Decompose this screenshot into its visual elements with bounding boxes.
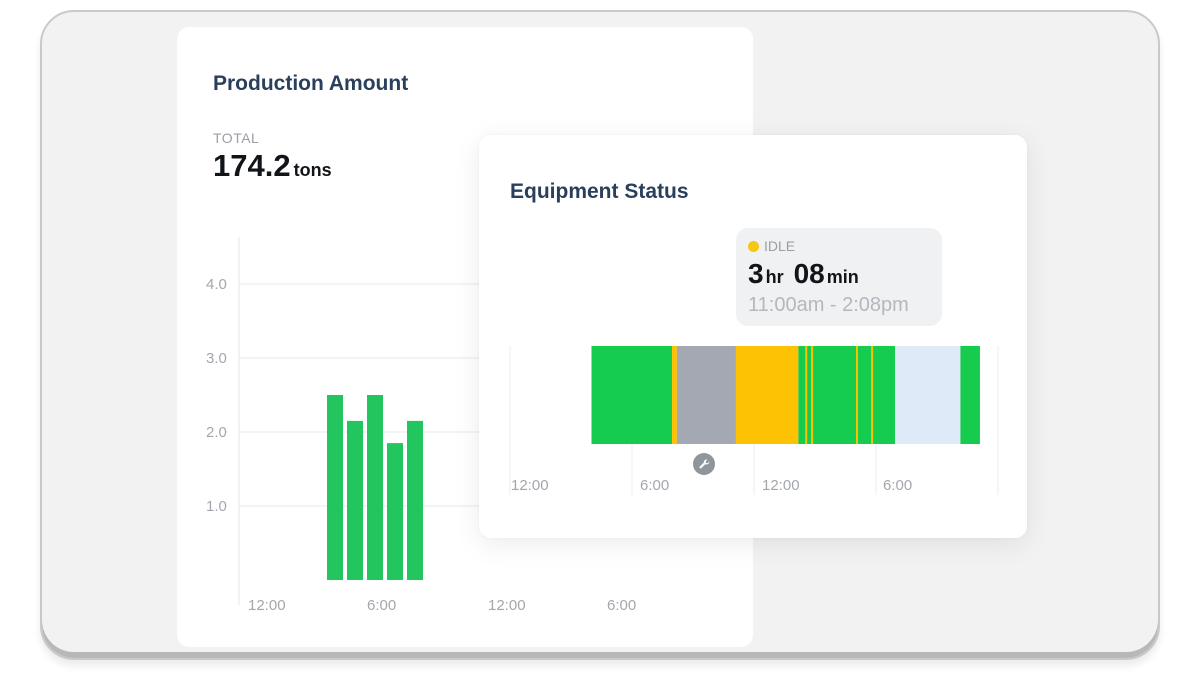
production-amount-title: Production Amount: [213, 72, 409, 95]
production-bar[interactable]: [407, 420, 423, 580]
timeline-x-tick-label: 12:00: [511, 477, 549, 494]
status-segment-running[interactable]: [591, 346, 673, 444]
status-segment-running[interactable]: [960, 346, 980, 444]
total-label: TOTAL: [213, 130, 260, 146]
total-unit: tons: [293, 160, 332, 180]
duration-minutes-unit: min: [826, 267, 859, 287]
tooltip-time-range: 11:00am - 2:08pm: [748, 294, 909, 316]
status-segment-idle[interactable]: [811, 346, 814, 444]
timeline-x-tick-label: 12:00: [762, 477, 800, 494]
x-tick-label: 6:00: [367, 597, 396, 614]
equipment-status-title: Equipment Status: [510, 180, 689, 203]
status-segment-offline[interactable]: [895, 346, 961, 444]
equipment-status-card: Equipment Status 12:00 6:00 12:00 6:00 IDLE…: [479, 135, 1027, 538]
wrench-icon[interactable]: [693, 453, 715, 475]
total-number: 174.2: [213, 148, 291, 183]
status-segment-idle[interactable]: [735, 346, 799, 444]
idle-status-dot: [748, 240, 759, 252]
tooltip-status: IDLE: [748, 238, 795, 254]
tooltip-duration: 3 hr 08 min: [748, 258, 869, 290]
status-segment-idle[interactable]: [805, 346, 808, 444]
status-segment-idle[interactable]: [871, 346, 874, 444]
production-bar[interactable]: [387, 443, 403, 580]
timeline-x-tick-label: 6:00: [883, 477, 912, 494]
status-tooltip: IDLE 3 hr 08 min 11:00am - 2:08pm: [736, 228, 942, 326]
total-value: 174.2 tons: [213, 148, 332, 184]
duration-hours-unit: hr: [765, 267, 784, 287]
production-bar[interactable]: [347, 420, 363, 580]
y-tick-label: 2.0: [206, 424, 227, 441]
duration-minutes: 08: [793, 258, 825, 289]
x-tick-label: 12:00: [248, 597, 286, 614]
status-segment-running[interactable]: [798, 346, 896, 444]
status-segment-maintenance[interactable]: [676, 346, 736, 444]
x-tick-label: 6:00: [607, 597, 636, 614]
equipment-status-timeline: 12:00 6:00 12:00 6:00: [509, 346, 999, 495]
y-tick-label: 4.0: [206, 276, 227, 293]
timeline-x-tick-label: 6:00: [640, 477, 669, 494]
status-segment-idle[interactable]: [672, 346, 677, 444]
status-segment-idle[interactable]: [855, 346, 858, 444]
y-tick-label: 1.0: [206, 498, 227, 515]
tooltip-status-label: IDLE: [764, 238, 796, 254]
dashboard-frame: Production Amount TOTAL 174.2 tons 1.0 2.0…: [40, 10, 1160, 660]
production-bar[interactable]: [367, 395, 383, 580]
y-tick-label: 3.0: [206, 350, 227, 367]
duration-hours: 3: [748, 258, 764, 289]
x-tick-label: 12:00: [488, 597, 526, 614]
production-bar[interactable]: [327, 395, 343, 580]
